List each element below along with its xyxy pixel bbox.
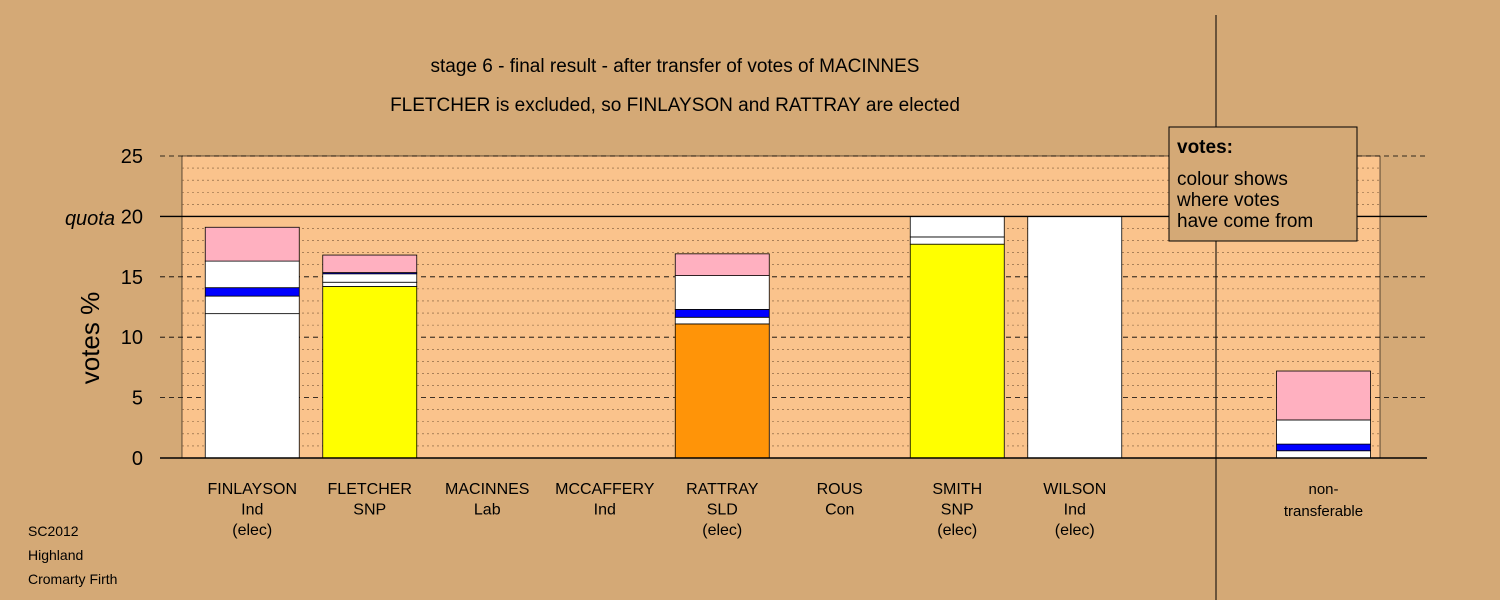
bar-segment-fletcher-2 bbox=[322, 273, 418, 283]
x-label-rattray-name: RATTRAY bbox=[686, 481, 759, 498]
x-label-fletcher-name: FLETCHER bbox=[328, 481, 412, 498]
bar-segment-fletcher-0 bbox=[322, 286, 418, 459]
bar-segment-smith-1 bbox=[909, 236, 1005, 245]
x-label-nontransferable-1: transferable bbox=[1284, 503, 1363, 520]
bar-segment-rattray-2 bbox=[674, 309, 770, 318]
x-label-nontransferable-0: non- bbox=[1308, 481, 1338, 498]
x-label-finlayson-name: FINLAYSON bbox=[208, 481, 298, 498]
bar-segment-nontransferable-2 bbox=[1276, 419, 1371, 445]
chart-subtitle: FLETCHER is excluded, so FINLAYSON and R… bbox=[390, 95, 960, 116]
x-label-rattray-party: SLD bbox=[707, 502, 738, 519]
chart-title: stage 6 - final result - after transfer … bbox=[431, 56, 920, 77]
legend-box: votes: colour shows where votes have com… bbox=[1168, 126, 1358, 242]
bar-segment-finlayson-1 bbox=[204, 295, 300, 315]
x-label-finlayson-party: Ind bbox=[241, 502, 263, 519]
labels: 0 5 10 15 20 25 FINLAYSON Ind (elec) FLETCHER SNP M… bbox=[121, 146, 1363, 539]
x-label-wilson-status: (elec) bbox=[1055, 522, 1095, 539]
x-label-finlayson-status: (elec) bbox=[232, 522, 272, 539]
footer-line-1: SC2012 bbox=[28, 523, 79, 539]
x-label-smith-party: SNP bbox=[941, 502, 974, 519]
x-label-wilson-party: Ind bbox=[1064, 502, 1086, 519]
legend-line-2: where votes bbox=[1176, 190, 1279, 211]
y-tick-label-5: 5 bbox=[132, 388, 143, 410]
bars bbox=[204, 215, 1371, 459]
x-label-smith-status: (elec) bbox=[937, 522, 977, 539]
bar-segment-finlayson-3 bbox=[204, 260, 300, 289]
y-tick-label-0: 0 bbox=[132, 448, 143, 470]
x-label-mccaffery-party: Ind bbox=[594, 502, 616, 519]
y-tick-label-25: 25 bbox=[121, 146, 143, 168]
x-label-wilson-name: WILSON bbox=[1043, 481, 1106, 498]
bar-segment-finlayson-4 bbox=[204, 226, 300, 262]
footer-line-2: Highland bbox=[28, 547, 83, 563]
bar-segment-smith-2 bbox=[909, 215, 1005, 238]
bar-segment-nontransferable-0 bbox=[1276, 450, 1371, 459]
bar-segment-wilson-0 bbox=[1027, 215, 1123, 459]
x-label-rous-name: ROUS bbox=[817, 481, 863, 498]
x-label-macinnes-party: Lab bbox=[474, 502, 501, 519]
legend-title: votes: bbox=[1177, 137, 1233, 158]
quota-label: quota bbox=[65, 208, 115, 230]
x-label-rattray-status: (elec) bbox=[702, 522, 742, 539]
bar-segment-rattray-4 bbox=[674, 253, 770, 276]
x-label-macinnes-name: MACINNES bbox=[445, 481, 529, 498]
bar-segment-nontransferable-1 bbox=[1276, 443, 1371, 452]
x-label-mccaffery-name: MCCAFFERY bbox=[555, 481, 655, 498]
legend-line-1: colour shows bbox=[1177, 169, 1288, 190]
footer-line-3: Cromarty Firth bbox=[28, 571, 117, 587]
legend-line-3: have come from bbox=[1177, 211, 1313, 232]
bar-segment-fletcher-1 bbox=[322, 281, 418, 287]
y-axis-label: votes % bbox=[75, 292, 105, 385]
x-label-smith-name: SMITH bbox=[932, 481, 982, 498]
bar-segment-rattray-0 bbox=[674, 323, 770, 459]
bar-segment-rattray-1 bbox=[674, 316, 770, 325]
bar-segment-smith-0 bbox=[909, 243, 1005, 459]
bar-segment-rattray-3 bbox=[674, 275, 770, 310]
bar-segment-finlayson-0 bbox=[204, 313, 300, 459]
bar-segment-nontransferable-3 bbox=[1276, 370, 1371, 421]
y-tick-label-15: 15 bbox=[121, 267, 143, 289]
y-tick-label-10: 10 bbox=[121, 327, 143, 349]
bar-segment-finlayson-2 bbox=[204, 287, 300, 297]
x-label-rous-party: Con bbox=[825, 502, 854, 519]
y-tick-label-20: 20 bbox=[121, 206, 143, 228]
bar-segment-fletcher-4 bbox=[322, 254, 418, 273]
x-label-fletcher-party: SNP bbox=[353, 502, 386, 519]
